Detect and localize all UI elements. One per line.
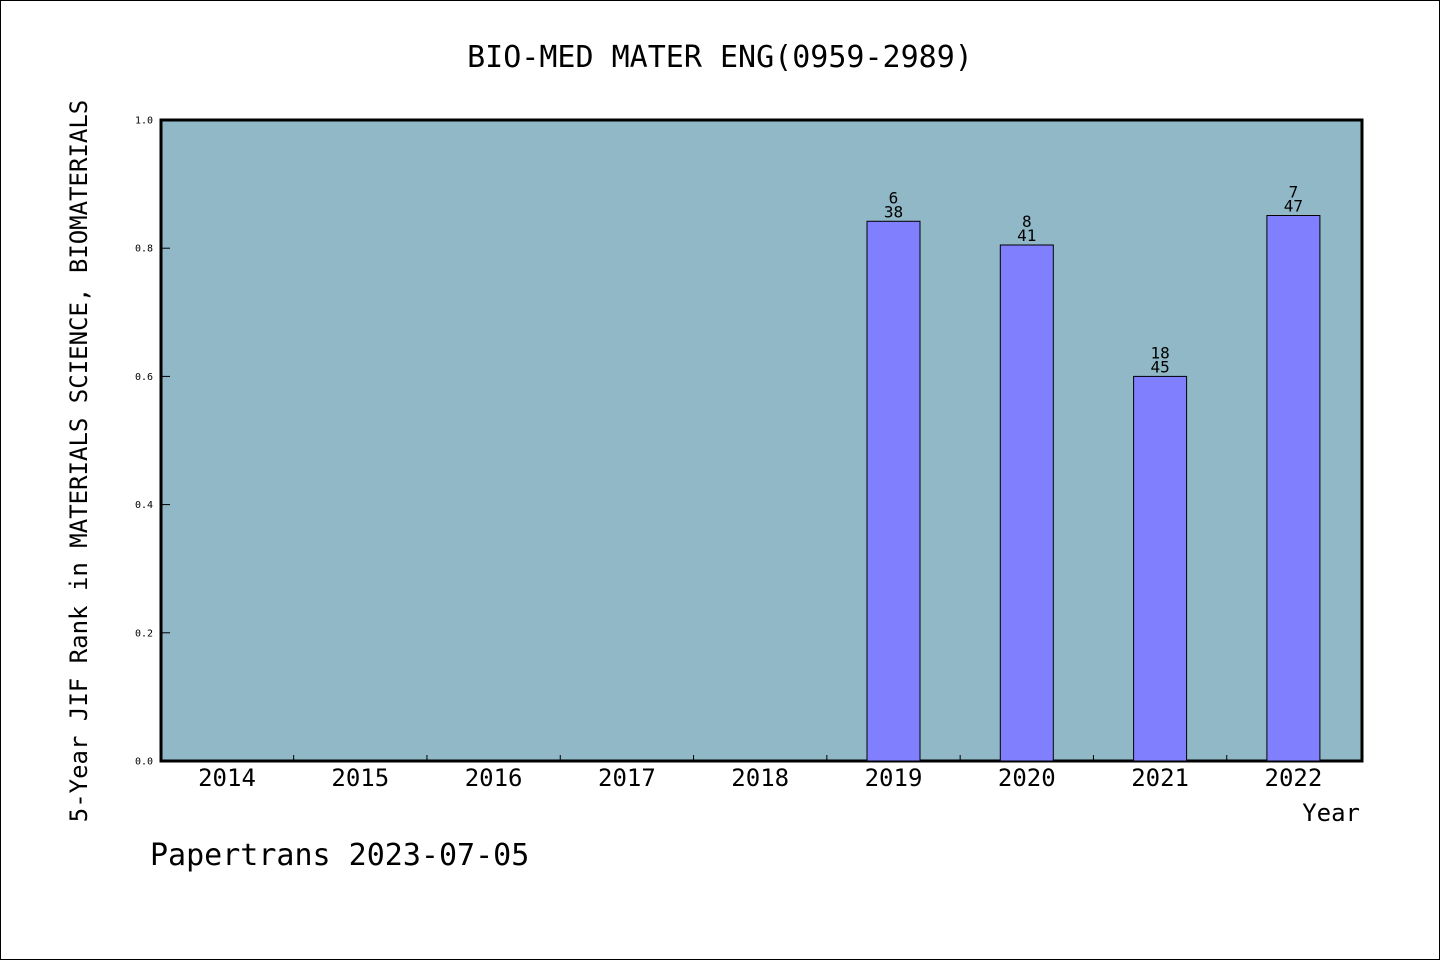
- y-tick-label: 0.0: [135, 757, 153, 768]
- bar: [1266, 215, 1321, 762]
- y-tick-label: 1.0: [135, 116, 153, 127]
- bar-total-label: 45: [1150, 357, 1169, 376]
- y-axis: 0.0 0.2 0.4 0.6 0.8 1.0: [135, 116, 170, 768]
- footer-text: Papertrans 2023-07-05: [150, 838, 529, 873]
- bar: [1133, 375, 1188, 762]
- y-tick-label: 0.2: [135, 628, 153, 639]
- x-axis-label: Year: [1302, 799, 1360, 827]
- bar-total-label: 38: [884, 202, 903, 221]
- bar-rank-label: 8: [1022, 212, 1032, 231]
- x-tick-label: 2015: [331, 764, 389, 792]
- chart-title: BIO-MED MATER ENG(0959-2989): [467, 40, 973, 75]
- x-tick-label: 2020: [998, 764, 1056, 792]
- y-tick-label: 0.6: [135, 372, 153, 383]
- y-tick-label: 0.4: [135, 500, 153, 511]
- x-tick-label: 2021: [1131, 764, 1189, 792]
- bar-total-label: 47: [1284, 197, 1303, 216]
- bar-rank-label: 7: [1289, 183, 1299, 202]
- x-tick-label: 2018: [731, 764, 789, 792]
- x-tick-label: 2019: [865, 764, 923, 792]
- y-axis-label: 5-Year JIF Rank in MATERIALS SCIENCE, BI…: [65, 100, 93, 822]
- bar-rank-label: 6: [889, 188, 899, 207]
- bar: [999, 244, 1054, 762]
- bar-total-label: 41: [1017, 226, 1036, 245]
- bar: [866, 220, 921, 762]
- x-tick-label: 2022: [1265, 764, 1323, 792]
- x-tick-label: 2017: [598, 764, 656, 792]
- y-tick-label: 0.8: [135, 244, 153, 255]
- x-axis: 2014 2015 2016 2017 2018 2019 2020 2021 2022: [198, 755, 1322, 792]
- x-tick-label: 2016: [465, 764, 523, 792]
- bar-rank-label: 18: [1150, 343, 1169, 362]
- x-tick-label: 2014: [198, 764, 256, 792]
